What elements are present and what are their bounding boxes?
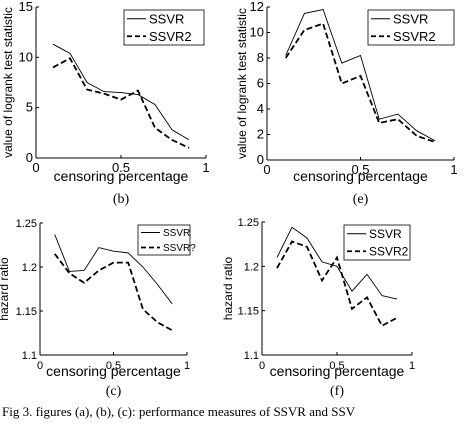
panel-1-y-tick-label: 15 (19, 0, 33, 14)
panel-3-legend-label-2: SSVR? (163, 243, 196, 254)
panel-1-y-axis-label: value of logrank test statistic (1, 7, 15, 158)
panel-4-x-axis-label: censoring percentage (270, 363, 405, 379)
panel-2-legend-label-2: SSVR2 (393, 29, 436, 44)
panel-4-y-tick-label: 1.2 (244, 261, 259, 273)
panel-1-y-tick-label: 10 (19, 49, 33, 64)
panel-4-y-tick-label: 1.25 (238, 217, 259, 229)
panel-1-legend-box (123, 9, 205, 46)
panel-1-x-tick-label: 1 (202, 160, 209, 175)
panel-2-x-tick-label: 1 (450, 162, 457, 177)
panel-3-y-tick-label: 1.2 (22, 262, 37, 274)
panel-4-series-1-line (276, 226, 398, 300)
panel-2-y-tick-label: 10 (250, 25, 264, 40)
panel-4-x-tick-label: 1 (409, 360, 415, 372)
panel-3-series-2-line (53, 253, 173, 332)
panel-2-legend-box (367, 9, 455, 46)
panel-3-x-tick-label: 0 (37, 360, 43, 372)
panel-1-y-tick-label: 0 (26, 150, 33, 165)
panel-4-legend-label-1: SSVR (369, 227, 402, 241)
panel-4-panel-label: (f) (330, 384, 344, 399)
panel-2-legend-label-1: SSVR (393, 11, 428, 26)
panel-4-series-2-line (276, 240, 398, 327)
panel-3-legend-label-1: SSVR (163, 228, 190, 239)
panel-1-x-axis-label: censoring percentage (54, 168, 189, 184)
panel-4-x-tick-label: 0 (259, 360, 265, 372)
panel-4-legend-label-2: SSVR2 (369, 245, 409, 259)
panel-2-series-1-line (285, 8, 436, 142)
panel-4-y-axis-label: hazard ratio (221, 256, 235, 320)
panel-4-x-tick-label: 0.5 (329, 360, 344, 372)
panel-3-x-axis-label: censoring percentage (46, 363, 181, 379)
panel-2-x-axis-label: censoring percentage (293, 168, 428, 184)
panel-3-y-axis-label: hazard ratio (0, 257, 11, 321)
panel-3-y-tick-label: 1.25 (16, 218, 37, 230)
panel-4-y-tick-label: 1.1 (244, 350, 259, 362)
panel-2-x-tick-label: 0 (263, 162, 270, 177)
panel-2-y-tick-label: 6 (257, 76, 264, 91)
panel-2-y-tick-label: 4 (257, 101, 264, 116)
panel-1-legend-label-1: SSVR (149, 11, 184, 26)
panel-3-y-tick-label: 1.15 (16, 306, 37, 318)
panel-3-x-tick-label: 0.5 (106, 360, 121, 372)
panel-4-y-tick-label: 1.15 (238, 306, 259, 318)
panel-2-y-tick-label: 8 (257, 50, 264, 65)
panel-2-x-tick-label: 0.5 (351, 162, 369, 177)
panel-2-series-2-line (284, 22, 436, 144)
panel-2-y-tick-label: 2 (257, 127, 264, 142)
panel-3-x-tick-label: 1 (184, 360, 190, 372)
panel-3-y-tick-label: 1.1 (22, 350, 37, 362)
panel-2-y-tick-label: 0 (257, 152, 264, 167)
panel-3-legend-box (137, 224, 191, 256)
panel-2-y-tick-label: 12 (250, 0, 264, 14)
panel-1-panel-label: (b) (113, 192, 130, 207)
panel-1-x-tick-label: 0.5 (112, 160, 130, 175)
panel-3-panel-label: (c) (106, 384, 122, 399)
panel-1-series-2-line (52, 57, 190, 149)
panel-2-y-axis-label: value of logrank test statistic (235, 8, 249, 159)
panel-3-series-1-line (54, 234, 173, 305)
panel-1-x-tick-label: 0 (32, 160, 39, 175)
panel-1-y-tick-label: 5 (26, 100, 33, 115)
panel-1-legend-label-2: SSVR2 (149, 29, 192, 44)
panel-1-series-1-line (52, 43, 190, 141)
figure-caption: Fig 3. figures (a), (b), (c): performanc… (2, 404, 356, 419)
panel-2-panel-label: (e) (353, 192, 369, 207)
panel-4-legend-box (343, 224, 411, 261)
